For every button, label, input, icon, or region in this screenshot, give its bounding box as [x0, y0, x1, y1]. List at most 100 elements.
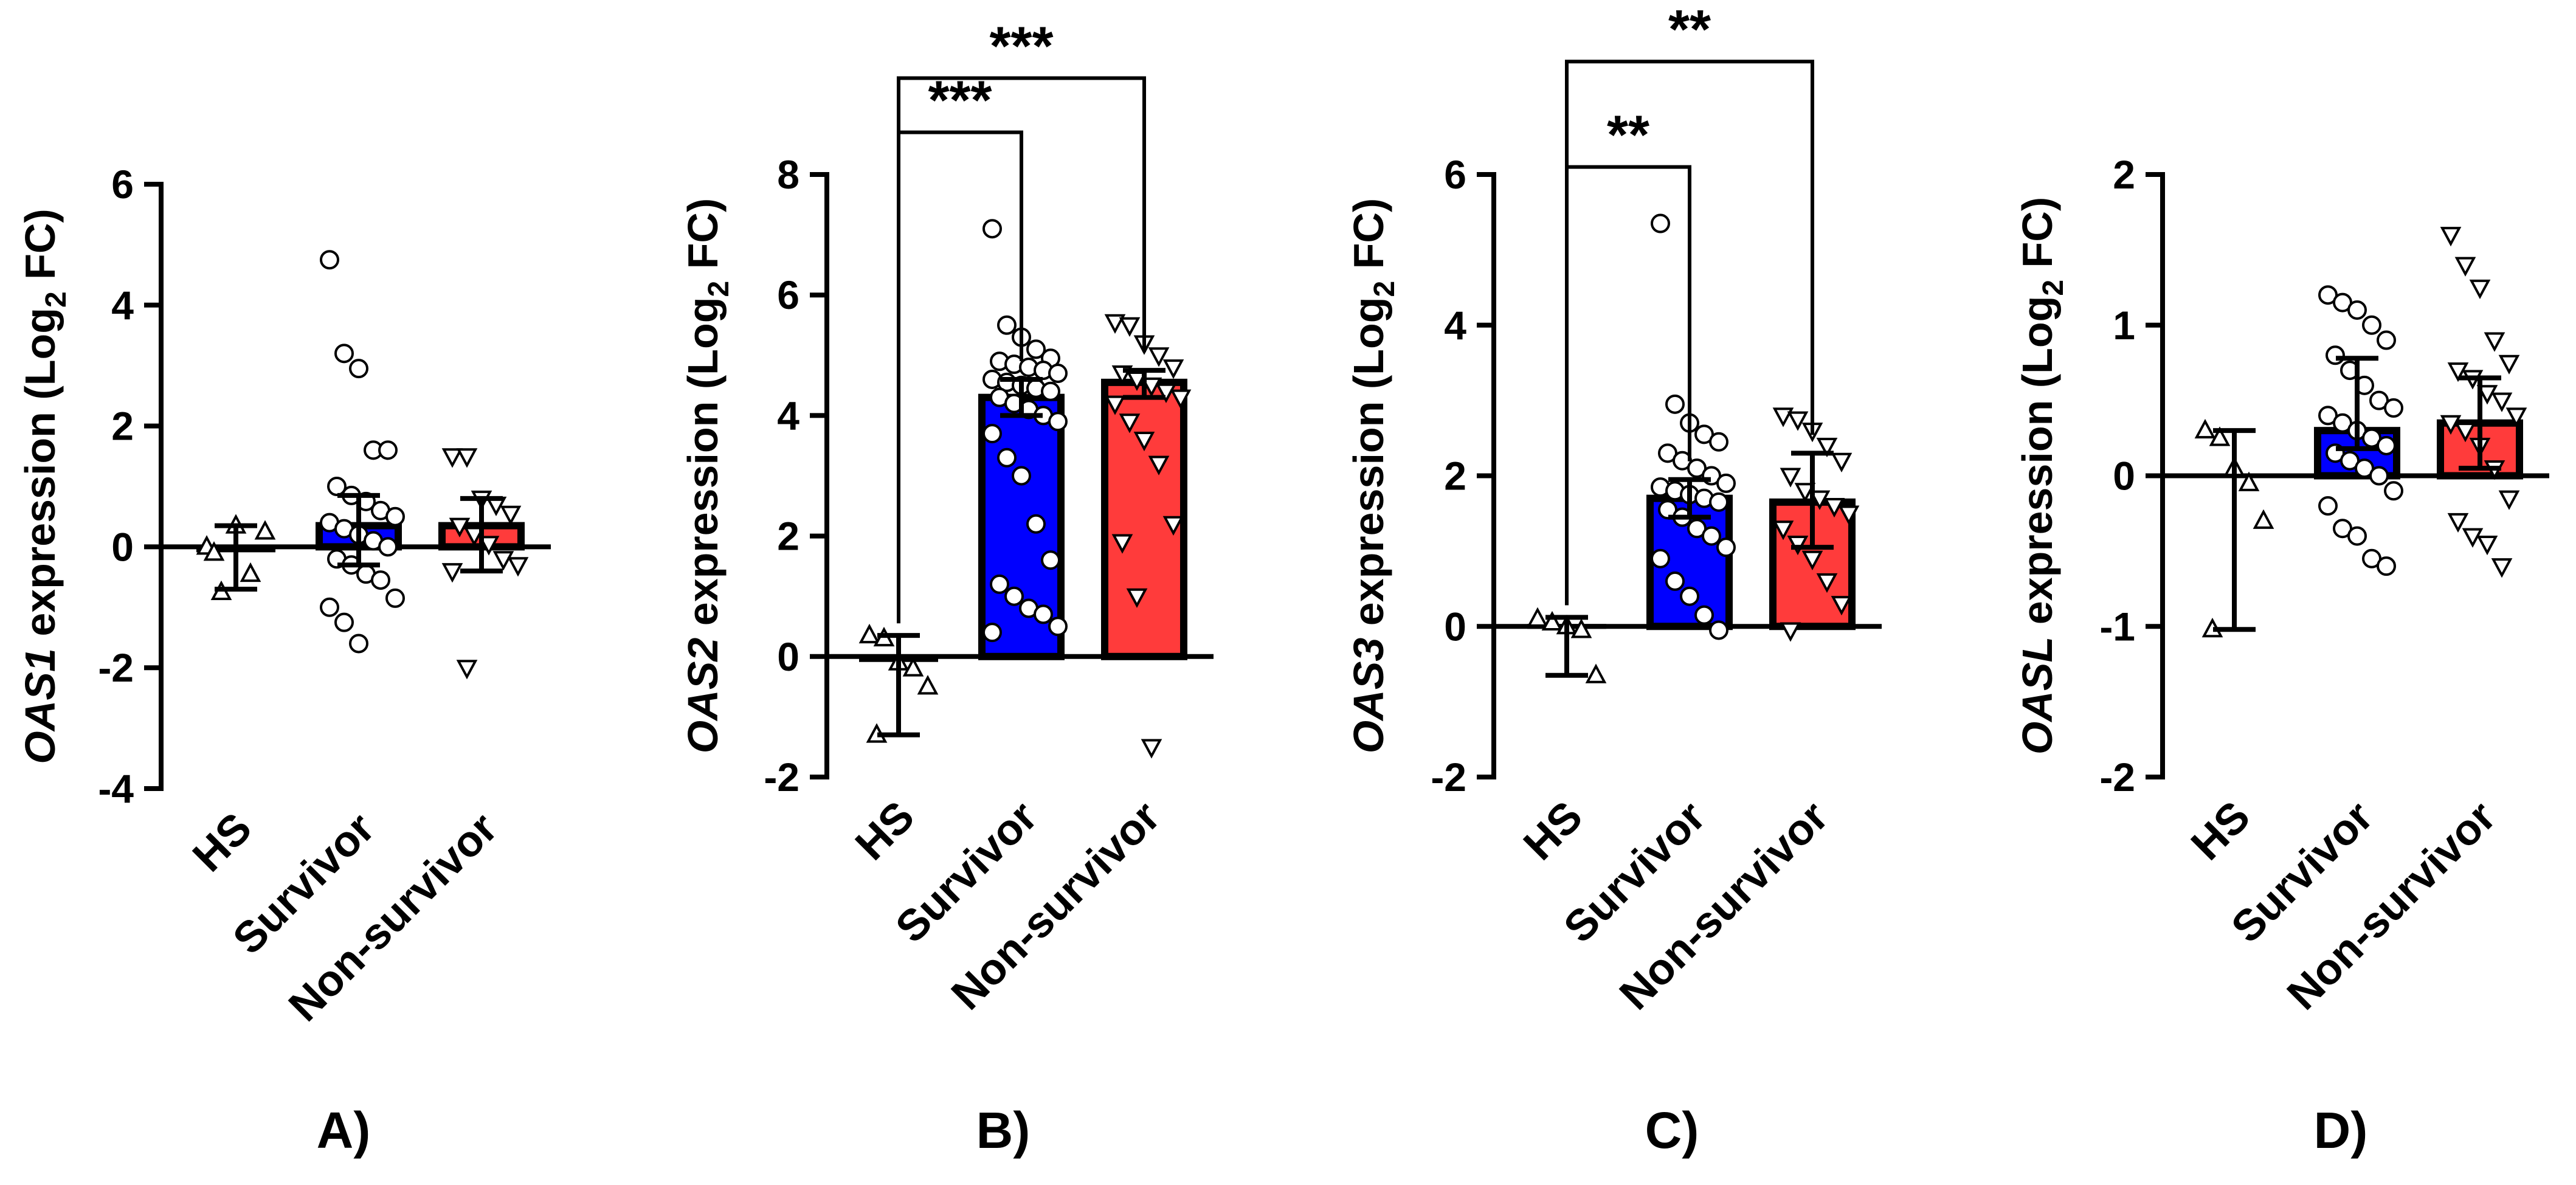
data-point-survivor: [1651, 548, 1670, 568]
y-axis-title-end: FC): [16, 209, 64, 291]
data-point-hs: [2209, 426, 2231, 446]
y-axis-title-text: expression (Log: [16, 308, 64, 648]
y-axis-title-gene: OAS2: [679, 638, 727, 754]
data-point-non-survivor: [1801, 550, 1823, 570]
panel-label: A): [317, 1102, 371, 1159]
data-point-survivor: [1004, 586, 1024, 606]
y-axis-title: OAS3 expression (Log2 FC): [1345, 198, 1401, 754]
data-point-survivor: [997, 315, 1017, 335]
data-point-survivor: [1680, 586, 1699, 606]
data-point-non-survivor: [1148, 455, 1170, 475]
data-point-non-survivor: [1816, 437, 1838, 458]
data-point-survivor: [1709, 492, 1728, 512]
data-point-survivor: [349, 634, 368, 654]
data-point-hs: [902, 657, 924, 677]
significance-label: **: [1668, 0, 1711, 60]
data-point-non-survivor: [2476, 385, 2498, 405]
data-point-survivor: [334, 612, 354, 632]
data-point-survivor: [990, 574, 1009, 594]
y-tick-label: -2: [2099, 755, 2135, 800]
y-axis-title: OAS1 expression (Log2 FC): [16, 209, 72, 764]
y-tick-label: 4: [1444, 303, 1466, 348]
data-point-non-survivor: [2462, 528, 2484, 548]
data-point-survivor: [1048, 412, 1068, 432]
y-tick-label: -4: [98, 766, 134, 811]
data-point-non-survivor: [1133, 432, 1155, 452]
y-axis-title-subscript: 2: [703, 281, 735, 297]
y-axis-title-gene: OASL: [2014, 637, 2061, 755]
category-label-non-survivor: Non-survivor: [1611, 792, 1837, 1019]
data-point-hs: [917, 675, 939, 695]
data-point-survivor: [1665, 571, 1685, 591]
data-point-hs: [1570, 618, 1592, 638]
y-tick-label: -2: [1431, 755, 1466, 800]
data-point-hs: [1585, 663, 1607, 683]
data-point-non-survivor: [2498, 354, 2520, 375]
data-point-non-survivor: [2491, 558, 2513, 578]
y-axis-title-subscript: 2: [1369, 281, 1401, 297]
y-axis-title-subscript: 2: [2037, 280, 2070, 296]
data-point-non-survivor: [2469, 279, 2491, 300]
data-point-non-survivor: [2498, 490, 2520, 510]
data-point-survivor: [982, 623, 1002, 643]
data-point-non-survivor: [441, 563, 463, 583]
y-axis-title-gene: OAS3: [1345, 638, 1392, 754]
data-point-survivor: [349, 359, 368, 379]
data-point-survivor: [320, 597, 339, 617]
data-point-non-survivor: [500, 505, 522, 525]
data-point-survivor: [1012, 466, 1031, 486]
data-point-non-survivor: [1794, 483, 1816, 503]
data-point-survivor: [1034, 604, 1053, 624]
data-point-survivor: [1665, 394, 1685, 414]
y-tick-label: 8: [777, 152, 799, 197]
panel-label: D): [2314, 1102, 2368, 1159]
data-point-non-survivor: [1831, 452, 1853, 472]
data-point-non-survivor: [1816, 573, 1838, 593]
y-tick-label: 1: [2113, 303, 2135, 348]
data-point-survivor: [327, 477, 347, 496]
data-point-survivor: [385, 588, 405, 608]
data-point-non-survivor: [1831, 596, 1853, 616]
y-tick-label: 2: [2113, 152, 2135, 197]
data-point-non-survivor: [1838, 505, 1860, 525]
data-point-survivor: [1048, 364, 1068, 384]
data-point-non-survivor: [1111, 534, 1133, 554]
data-point-hs: [1541, 610, 1563, 631]
y-tick-label: 4: [777, 393, 799, 438]
significance-bracket: [1565, 60, 1814, 606]
data-point-survivor: [1026, 514, 1046, 534]
y-axis-title-end: FC): [679, 198, 727, 281]
panel-label: C): [1645, 1102, 1699, 1159]
category-label-hs: HS: [846, 792, 924, 869]
data-point-survivor: [371, 570, 390, 590]
y-axis-title: OAS2 expression (Log2 FC): [679, 198, 735, 754]
data-point-non-survivor: [1162, 516, 1184, 536]
y-tick-label: 2: [777, 514, 799, 559]
data-point-survivor: [378, 440, 398, 460]
data-point-survivor: [1709, 432, 1728, 452]
data-point-survivor: [997, 447, 1017, 468]
panel-label: B): [976, 1102, 1031, 1159]
data-point-survivor: [385, 506, 405, 527]
y-tick-label: 2: [1444, 454, 1466, 499]
data-point-survivor: [982, 424, 1002, 444]
y-tick-label: 2: [111, 404, 134, 449]
data-point-non-survivor: [1119, 317, 1141, 337]
data-point-non-survivor: [1772, 407, 1794, 427]
data-point-non-survivor: [1170, 389, 1192, 409]
category-label-non-survivor: Non-survivor: [942, 792, 1169, 1019]
data-point-non-survivor: [441, 448, 463, 468]
data-point-non-survivor: [1155, 383, 1177, 403]
y-tick-label: 6: [1444, 152, 1466, 197]
data-point-non-survivor: [1809, 490, 1831, 510]
data-point-survivor: [1651, 213, 1670, 233]
data-point-hs: [203, 541, 225, 561]
data-point-survivor: [2384, 481, 2403, 501]
data-point-non-survivor: [1104, 395, 1126, 415]
data-point-survivor: [2377, 556, 2396, 576]
y-axis-title-gene: OAS1: [16, 648, 64, 764]
data-point-survivor: [1041, 550, 1060, 570]
data-point-non-survivor: [1104, 314, 1126, 334]
